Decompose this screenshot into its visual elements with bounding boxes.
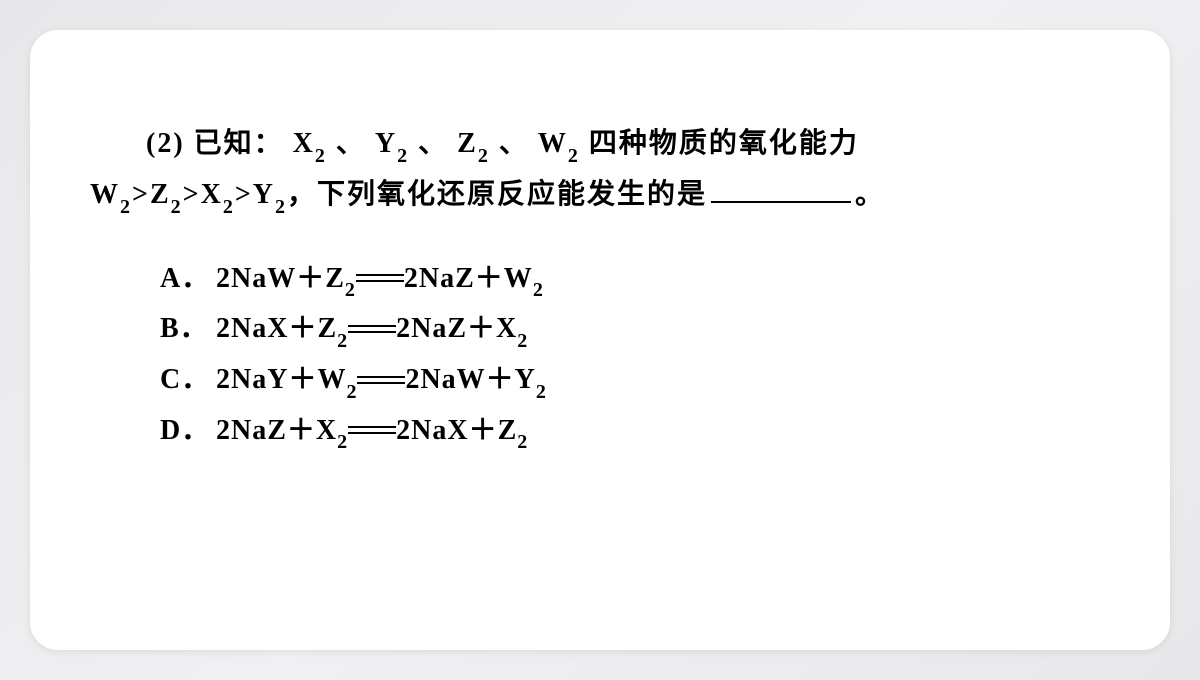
q-substances: X2 、 Y2 、 Z2 、 W2 [293,128,580,159]
option-a: A．2NaW＋Z22NaZ＋W2 [160,257,1110,304]
option-d: D．2NaZ＋X22NaX＋Z2 [160,409,1110,456]
q-order: W2>Z2>X2>Y2，下列氧化还原反应能发生的是 [90,179,707,210]
q-period: 。 [855,179,885,210]
question-stem: (2) 已知： X2 、 Y2 、 Z2 、 W2 四种物质的氧化能力 W2>Z… [90,120,1110,221]
question-line-2: W2>Z2>X2>Y2，下列氧化还原反应能发生的是 。 [90,170,1110,221]
option-a-label: A． [160,257,216,302]
equals-icon [348,325,396,333]
option-c: C．2NaY＋W22NaW＋Y2 [160,358,1110,405]
equals-icon [348,426,396,434]
option-c-equation: 2NaY＋W22NaW＋Y2 [216,364,547,395]
option-c-label: C． [160,358,216,403]
equals-icon [356,274,404,282]
option-b-label: B． [160,307,216,352]
option-d-label: D． [160,409,216,454]
question-line-1: (2) 已知： X2 、 Y2 、 Z2 、 W2 四种物质的氧化能力 [90,120,1110,170]
slide-card: (2) 已知： X2 、 Y2 、 Z2 、 W2 四种物质的氧化能力 W2>Z… [30,30,1170,650]
option-b-equation: 2NaX＋Z22NaZ＋X2 [216,313,528,344]
options-list: A．2NaW＋Z22NaZ＋W2 B．2NaX＋Z22NaZ＋X2 C．2NaY… [90,257,1110,455]
option-b: B．2NaX＋Z22NaZ＋X2 [160,307,1110,354]
question-number: (2) [146,128,185,159]
answer-blank [711,170,851,204]
q-prefix: 已知： [194,128,284,159]
option-d-equation: 2NaZ＋X22NaX＋Z2 [216,415,528,446]
option-a-equation: 2NaW＋Z22NaZ＋W2 [216,263,544,294]
question-content: (2) 已知： X2 、 Y2 、 Z2 、 W2 四种物质的氧化能力 W2>Z… [90,120,1110,455]
q-suffix1: 四种物质的氧化能力 [589,128,859,159]
equals-icon [357,376,405,384]
